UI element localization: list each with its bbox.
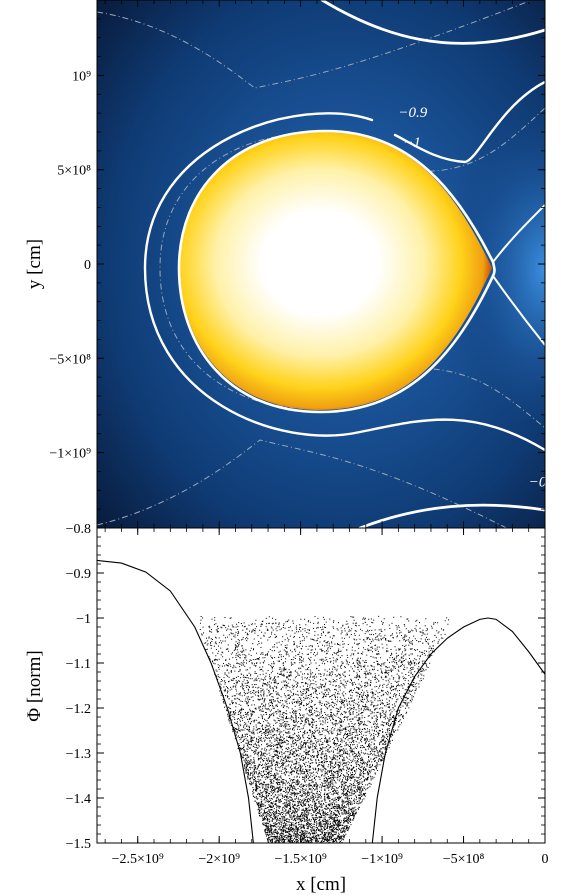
top-ytick-label: −5×10⁸ [49,352,91,367]
bot-xtick-label: −1.5×10⁹ [275,852,327,867]
bot-ytick-label: −1 [76,612,91,627]
bot-ytick-label: −1.5 [66,837,91,852]
particle-points [199,615,449,843]
bottom-panel-y-axis-title: Φ [norm] [24,650,45,721]
particle-scatter [199,615,449,843]
bot-ytick-label: −1.4 [66,792,91,807]
contour-label-0: −0.9 [398,105,427,121]
bot-ytick-label: −0.9 [66,567,91,582]
white-contours [143,0,545,528]
bot-xtick-label: 0 [542,852,549,867]
top-ytick-label: 0 [84,258,91,273]
potential-panel: −0.8−0.9−1−1.1−1.2−1.3−1.4−1.5 −2.5×10⁹ −… [24,522,549,895]
contour-label-2: −0.75 [529,475,562,491]
contour-lower-right [358,503,545,528]
top-ytick-label: −1×10⁹ [49,447,91,462]
contour-l1-lower [492,275,545,346]
contour-upper-loop [393,80,545,164]
bot-xtick-label: −2.5×10⁹ [112,852,164,867]
top-ytick-label: 5×10⁸ [57,164,91,179]
primary-star [180,132,492,410]
bot-xtick-label: −5×10⁸ [443,852,485,867]
top-panel-y-tick-labels: 10⁹ 5×10⁸ 0 −5×10⁸ −1×10⁹ [49,69,91,461]
bottom-panel-x-tick-labels: −2.5×10⁹ −2×10⁹ −1.5×10⁹ −1×10⁹ −5×10⁸ 0 [112,852,549,867]
bot-xtick-label: −2×10⁹ [198,852,240,867]
contour-outer-left [143,112,545,452]
bottom-panel-y-tick-labels: −0.8 −0.9 −1 −1.1 −1.2 −1.3 −1.4 −1.5 [66,522,91,852]
bot-xtick-label: −1×10⁹ [361,852,403,867]
bot-ytick-label: −1.1 [66,657,91,672]
bottom-panel-frame [96,527,546,844]
top-ytick-label: 10⁹ [72,69,91,84]
contour-roche-lobe [177,129,496,414]
contour-upper-right [320,0,545,45]
bot-ytick-label: −1.2 [66,702,91,717]
bot-ytick-label: −1.3 [66,747,91,762]
density-map-panel: −0.9 −1 −0.75 10⁹ 5×10⁸ 0 −5×10⁸ −1×10⁹ y [c… [24,0,562,529]
dashed-contour-top [97,0,534,89]
potential-curve [97,559,545,843]
bottom-panel-x-axis-title: x [cm] [296,874,346,895]
bot-ytick-label: −0.8 [66,522,91,537]
contour-label-1: −1 [403,135,421,151]
dashed-contour-bottom [97,439,508,528]
contour-l1-upper [492,204,545,263]
top-panel-y-axis-title: y [cm] [24,239,45,289]
